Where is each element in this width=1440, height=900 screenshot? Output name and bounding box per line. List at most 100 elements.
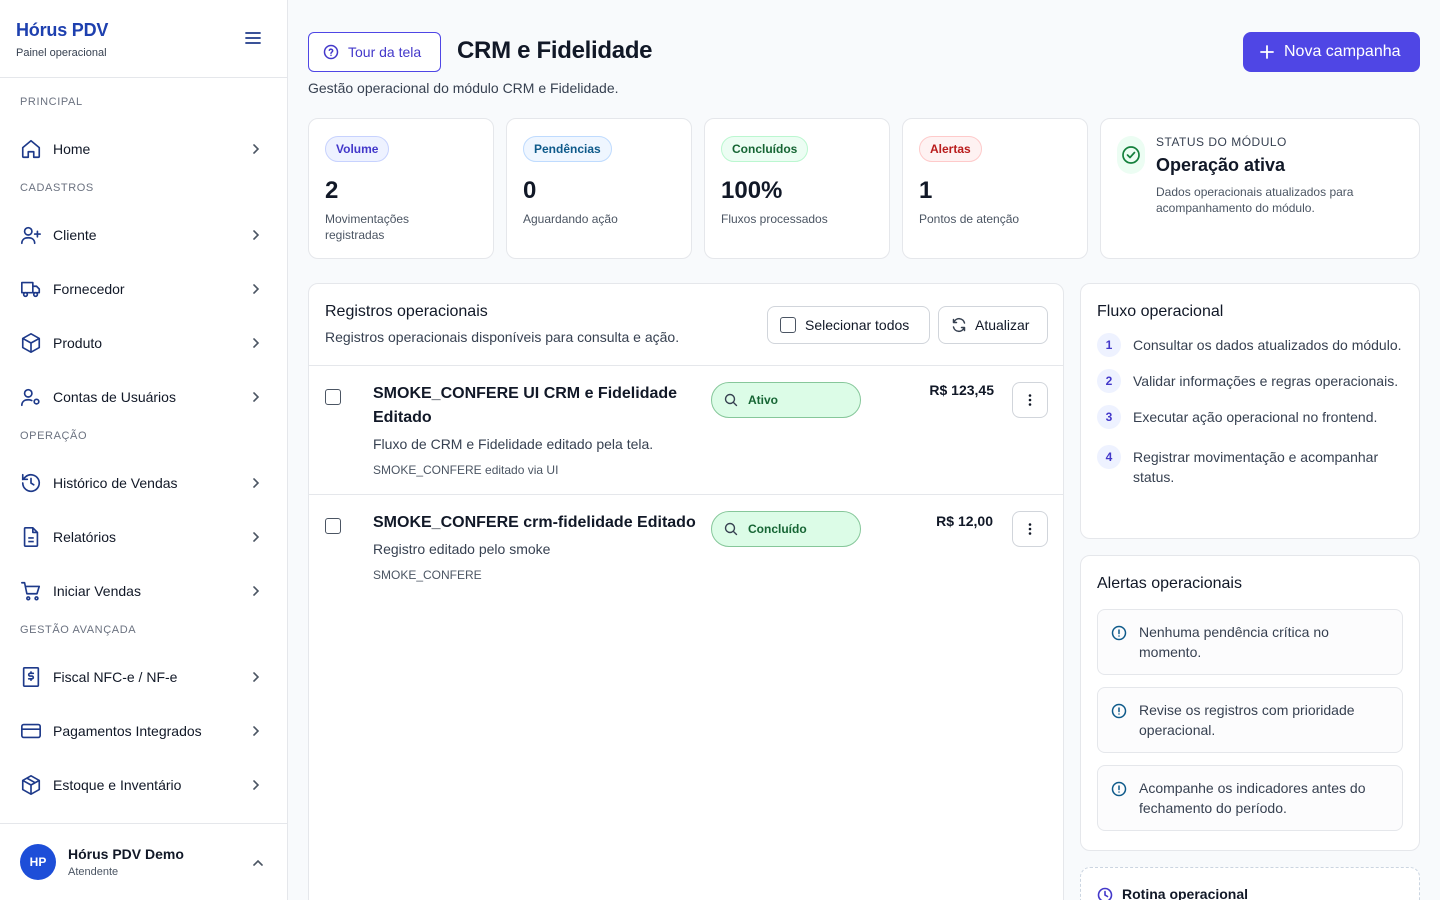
kpi-value: 0 — [523, 177, 537, 204]
alert-circle-icon — [1111, 781, 1127, 797]
alert-text: Revise os registros com prioridade opera… — [1139, 702, 1355, 738]
home-icon — [20, 138, 42, 160]
alert-text: Nenhuma pendência crítica no momento. — [1139, 624, 1329, 660]
status-badge[interactable]: Ativo — [711, 382, 861, 418]
sidebar-item-label: Fornecedor — [53, 281, 125, 297]
sidebar-item-iniciar-vendas[interactable]: Iniciar Vendas — [0, 564, 287, 618]
step-text: Registrar movimentação e acompanhar stat… — [1133, 449, 1379, 485]
cart-icon — [20, 580, 42, 602]
sidebar-item-fiscal[interactable]: Fiscal NFC-e / NF-e — [0, 650, 287, 704]
select-all-checkbox[interactable] — [780, 317, 796, 333]
step-number: 3 — [1097, 405, 1121, 429]
search-icon — [724, 522, 738, 536]
sidebar-item-historico-vendas[interactable]: Histórico de Vendas — [0, 456, 287, 510]
chevron-right-icon — [249, 142, 263, 156]
page-description: Gestão operacional do módulo CRM e Fidel… — [308, 80, 619, 96]
credit-card-icon — [20, 720, 42, 742]
chevron-right-icon — [249, 282, 263, 296]
sidebar-item-contas-usuarios[interactable]: Contas de Usuários — [0, 370, 287, 424]
user-menu[interactable]: HP Hórus PDV Demo Atendente — [0, 823, 287, 900]
records-header: Registros operacionais Registros operaci… — [309, 284, 1063, 366]
row-actions-button[interactable] — [1012, 511, 1048, 547]
sidebar-item-cliente[interactable]: Cliente — [0, 208, 287, 262]
row-checkbox[interactable] — [325, 518, 341, 534]
truck-icon — [20, 278, 42, 300]
kpi-label: Fluxos processados — [721, 212, 828, 226]
sidebar-item-pagamentos[interactable]: Pagamentos Integrados — [0, 704, 287, 758]
row-description: Fluxo de CRM e Fidelidade editado pela t… — [373, 436, 654, 452]
menu-toggle-icon[interactable] — [243, 28, 263, 48]
new-campaign-label: Nova campanha — [1284, 43, 1401, 60]
more-vertical-icon — [1028, 394, 1032, 406]
nav-section-title: PRINCIPAL — [20, 96, 83, 108]
sidebar-item-label: Cliente — [53, 227, 97, 243]
chevron-up-icon — [251, 856, 265, 870]
tour-button[interactable]: Tour da tela — [308, 32, 441, 72]
kpi-value: 100% — [721, 177, 783, 204]
plus-icon — [1260, 45, 1274, 59]
refresh-label: Atualizar — [975, 317, 1030, 333]
status-description: Dados operacionais atualizados para acom… — [1156, 185, 1354, 215]
records-title: Registros operacionais — [325, 303, 488, 320]
package-icon — [20, 332, 42, 354]
chevron-right-icon — [249, 670, 263, 684]
more-vertical-icon — [1028, 523, 1032, 535]
step-text: Consultar os dados atualizados do módulo… — [1133, 337, 1402, 353]
kpi-badge: Volume — [325, 136, 390, 162]
chevron-right-icon — [249, 336, 263, 350]
sidebar-item-home[interactable]: Home — [0, 122, 287, 176]
select-all-button[interactable]: Selecionar todos — [767, 306, 930, 344]
kpi-card-alertas: Alertas 1 Pontos de atenção — [902, 118, 1088, 259]
user-plus-icon — [20, 224, 42, 246]
sidebar-item-produto[interactable]: Produto — [0, 316, 287, 370]
flow-step: 1 Consultar os dados atualizados do módu… — [1097, 333, 1403, 357]
kpi-card-volume: Volume 2 Movimentações registradas — [308, 118, 494, 259]
kpi-badge: Pendências — [523, 136, 612, 162]
kpi-card-concluidos: Concluídos 100% Fluxos processados — [704, 118, 890, 259]
chevron-right-icon — [249, 228, 263, 242]
nav-section-title: OPERAÇÃO — [20, 430, 88, 442]
chevron-right-icon — [249, 390, 263, 404]
kpi-value: 1 — [919, 177, 933, 204]
sidebar-item-label: Produto — [53, 335, 103, 351]
brand-name: Hórus PDV — [16, 20, 109, 40]
sidebar-nav: PRINCIPAL Home CADASTROS Cliente Fornece… — [0, 78, 287, 823]
flow-step: 3 Executar ação operacional no frontend. — [1097, 405, 1403, 429]
refresh-button[interactable]: Atualizar — [938, 306, 1048, 344]
avatar: HP — [20, 844, 56, 880]
alerts-title: Alertas operacionais — [1097, 575, 1242, 592]
step-text: Validar informações e regras operacionai… — [1133, 373, 1399, 389]
flow-step: 4 Registrar movimentação e acompanhar st… — [1097, 445, 1403, 487]
sidebar-item-estoque[interactable]: Estoque e Inventário — [0, 758, 287, 812]
sidebar-item-fornecedor[interactable]: Fornecedor — [0, 262, 287, 316]
sidebar-item-label: Estoque e Inventário — [53, 777, 182, 793]
receipt-icon — [20, 666, 42, 688]
tour-button-label: Tour da tela — [348, 44, 422, 60]
step-number: 4 — [1097, 445, 1121, 469]
help-circle-icon — [323, 44, 339, 60]
routine-title: Rotina operacional — [1122, 886, 1249, 900]
status-badge[interactable]: Concluído — [711, 511, 861, 547]
select-all-label: Selecionar todos — [805, 317, 910, 333]
file-text-icon — [20, 526, 42, 548]
user-role: Atendente — [68, 866, 119, 878]
flow-title: Fluxo operacional — [1097, 303, 1224, 320]
row-title: SMOKE_CONFERE UI CRM e Fidelidade Editad… — [373, 385, 678, 426]
kpi-value: 2 — [325, 177, 339, 204]
status-badge-label: Ativo — [748, 393, 778, 407]
table-row: SMOKE_CONFERE UI CRM e Fidelidade Editad… — [309, 366, 1063, 495]
row-amount: R$ 123,45 — [929, 382, 994, 398]
row-code: SMOKE_CONFERE editado via UI — [373, 463, 559, 477]
row-checkbox[interactable] — [325, 389, 341, 405]
sidebar-item-relatorios[interactable]: Relatórios — [0, 510, 287, 564]
sidebar-item-label: Histórico de Vendas — [53, 475, 178, 491]
kpi-badge: Concluídos — [721, 136, 809, 162]
row-actions-button[interactable] — [1012, 382, 1048, 418]
chevron-right-icon — [249, 476, 263, 490]
new-campaign-button[interactable]: Nova campanha — [1243, 32, 1420, 72]
step-text: Executar ação operacional no frontend. — [1133, 409, 1378, 425]
alerts-panel: Alertas operacionais Nenhuma pendência c… — [1080, 555, 1420, 851]
chevron-right-icon — [249, 724, 263, 738]
flow-step: 2 Validar informações e regras operacion… — [1097, 369, 1403, 393]
alert-circle-icon — [1111, 703, 1127, 719]
